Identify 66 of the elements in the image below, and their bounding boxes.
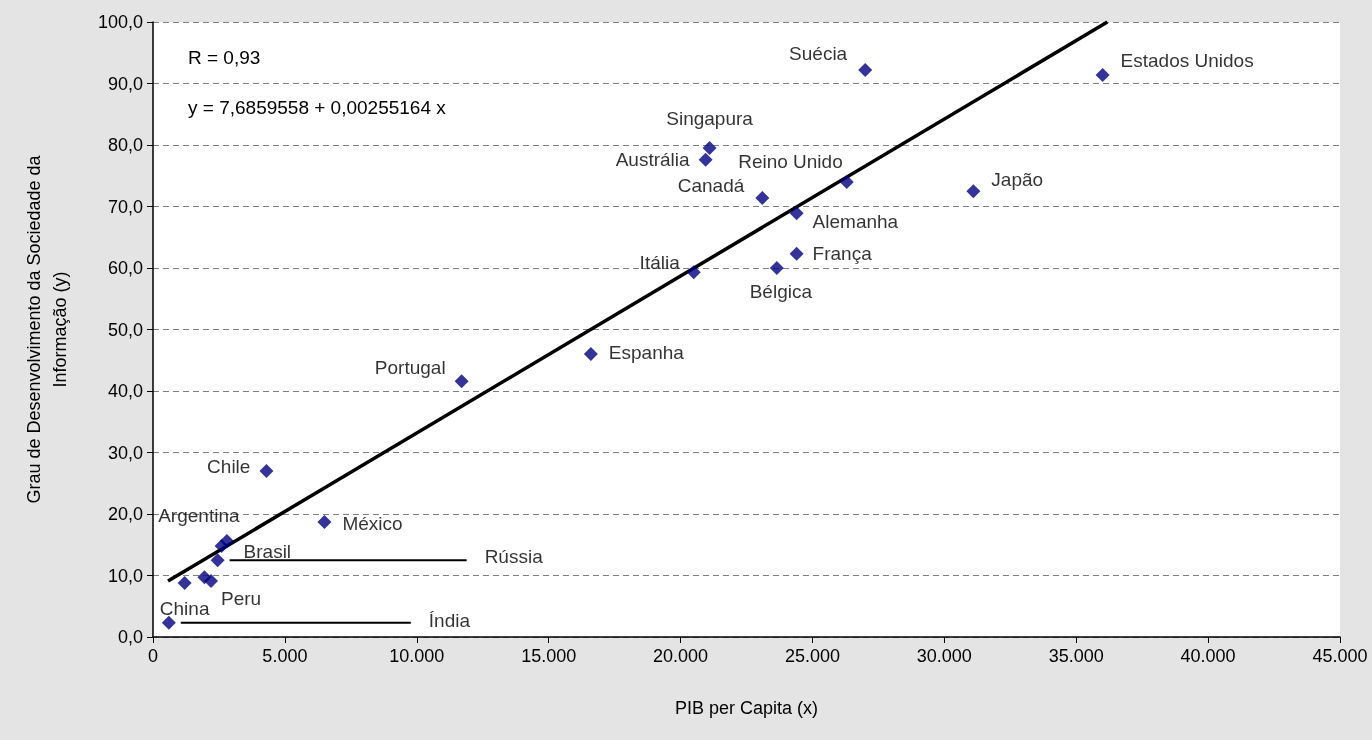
x-tick-label: 35.000 [1048,646,1104,666]
y-tick-label: 10,0 [107,565,143,586]
point [210,553,225,568]
data-label: China [159,597,210,619]
x-tick-label: 0 [147,646,159,666]
data-label: Reino Unido [738,151,843,173]
point [966,184,981,199]
point [839,174,854,189]
point [702,141,717,156]
data-label: Brasil [243,541,292,563]
point [755,190,770,205]
x-tick-label: 5.000 [262,646,308,666]
data-label: México [342,513,403,535]
y-axis-title: Grau de Desenvolvimento da Sociedade da Informação (y) [24,154,70,504]
x-axis-title: PIB per Capita (x) [674,698,819,718]
data-label: Chile [207,456,251,478]
y-tick-label: 100,0 [97,12,143,32]
data-label: Japão [991,168,1044,190]
data-label: Suécia [789,43,848,65]
x-tick-label: 20.000 [653,646,709,666]
annotation: R = 0,93 [188,47,261,68]
data-label: Austrália [615,149,691,171]
y-tick-label: 80,0 [107,135,143,155]
y-tick-label: 0,0 [117,627,143,647]
x-tick-label: 40.000 [1180,646,1236,666]
y-tick-label: 90,0 [107,73,143,94]
y-tick-label: 60,0 [107,258,143,278]
x-tick-label: 15.000 [521,646,577,666]
x-tick-label: 25.000 [784,646,840,666]
data-label: Estados Unidos [1120,50,1254,72]
point [197,570,212,585]
data-label: Portugal [374,356,446,378]
point [454,374,469,389]
point [686,265,701,280]
point [177,575,192,590]
y-tick-label: 20,0 [107,504,143,524]
x-tick-label: 45.000 [1312,646,1368,666]
data-label: Peru [220,588,262,610]
data-label: Espanha [608,341,685,363]
annotation: y = 7,6859558 + 0,00255164 x [188,97,447,118]
y-tick-label: 30,0 [107,442,143,463]
point [698,152,713,167]
point [317,514,332,529]
point [789,206,804,221]
point [214,538,229,553]
point [769,261,784,275]
data-label: Bélgica [749,281,813,302]
data-label: Itália [639,251,681,273]
data-label: França [812,243,873,265]
data-label: Rússia [484,545,544,567]
point [1095,67,1110,82]
point [161,615,176,630]
data-label: Índia [428,610,471,632]
data-label: Alemanha [812,210,899,232]
data-label: Argentina [158,505,240,527]
point [858,62,873,77]
y-tick-label: 40,0 [107,381,143,401]
data-label: Singapura [666,108,754,130]
y-tick-label: 50,0 [107,319,143,340]
y-tick-label: 70,0 [107,196,143,217]
point [583,347,598,362]
data-label: Canadá [677,175,745,197]
x-tick-label: 10.000 [389,646,445,666]
x-tick-label: 30.000 [916,646,972,666]
point [259,463,274,478]
point [789,246,804,261]
